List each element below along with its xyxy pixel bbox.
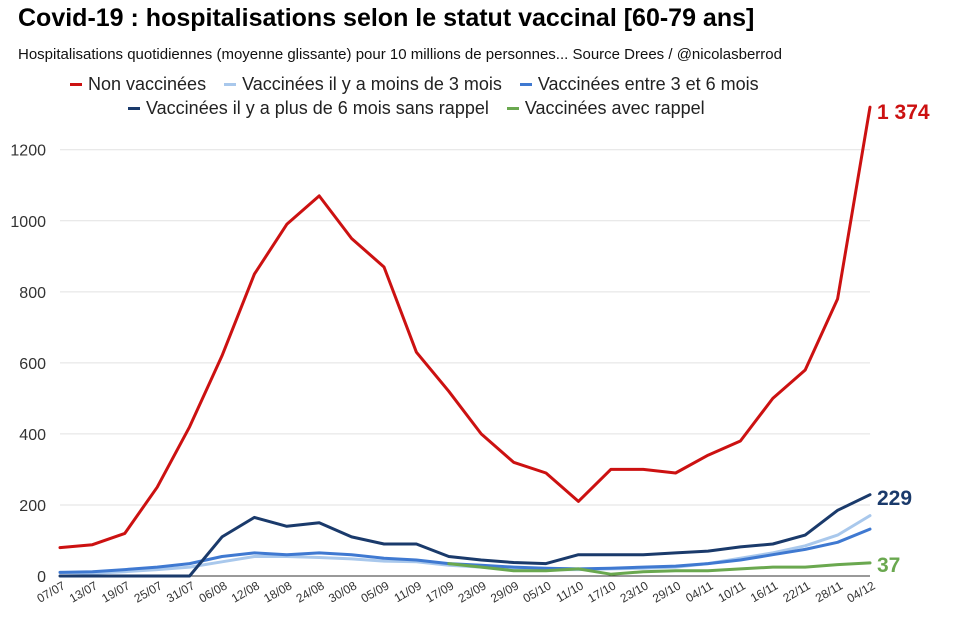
legend-item-3-6-mois: Vaccinées entre 3 et 6 mois [519,74,759,95]
x-tick-label: 23/09 [456,578,489,605]
legend-row-2: Vaccinées il y a plus de 6 mois sans rap… [128,98,705,119]
y-tick-label: 400 [19,427,46,444]
x-tick-label: 24/08 [294,578,327,605]
x-tick-label: 11/10 [554,578,587,605]
y-tick-label: 200 [19,498,46,515]
x-tick-label: 17/09 [423,578,456,605]
y-tick-label: 1200 [10,143,46,160]
x-tick-label: 16/11 [748,578,781,605]
legend-label: Non vaccinées [88,74,207,94]
legend-swatch-icon [70,83,82,86]
x-tick-label: 04/12 [844,578,877,605]
series-line [447,561,872,576]
end-label-rappel: 37 [877,554,900,577]
legend-swatch-icon [519,83,532,86]
x-tick-label: 29/10 [650,578,683,605]
end-label-plus-6-mois: 229 [877,487,912,510]
x-tick-label: 05/09 [358,578,391,605]
x-tick-label: 11/09 [392,578,425,605]
x-tick-label: 30/08 [326,578,359,605]
legend-item-rappel: Vaccinées avec rappel [506,98,705,119]
legend-label: Vaccinées il y a moins de 3 mois [242,74,502,94]
series-line [58,105,872,550]
chart-subtitle: Hospitalisations quotidiennes (moyenne g… [18,46,782,63]
series-lines [58,105,872,578]
legend-swatch-icon [506,107,519,110]
x-tick-label: 28/11 [813,578,846,605]
x-tick-label: 06/08 [196,578,229,605]
legend-swatch-icon [128,107,140,110]
x-tick-label: 31/07 [164,578,197,605]
legend-item-non-vaccinees: Non vaccinées [70,74,206,95]
x-tick-label: 19/07 [99,578,132,605]
legend-item-plus-6-mois: Vaccinées il y a plus de 6 mois sans rap… [128,98,489,119]
x-tick-label: 18/08 [261,578,294,605]
chart-title: Covid-19 : hospitalisations selon le sta… [18,4,755,32]
y-tick-label: 0 [37,569,46,586]
y-tick-label: 600 [19,356,46,373]
grid [60,149,870,577]
series-line [58,493,872,578]
x-axis: 07/07 13/07 19/07 25/07 31/07 06/08 12/08 18/08… [34,578,877,605]
x-tick-label: 23/10 [618,578,651,605]
x-tick-label: 17/10 [585,578,618,605]
y-tick-label: 1000 [10,214,46,231]
x-tick-label: 10/11 [716,578,749,605]
end-label-non-vaccinees: 1 374 [877,101,930,124]
y-tick-label: 800 [19,285,46,302]
y-axis: 0 200 400 600 800 1000 1200 [10,143,46,586]
legend-swatch-icon [224,83,237,86]
legend-item-moins-3-mois: Vaccinées il y a moins de 3 mois [224,74,502,95]
x-tick-label: 04/11 [683,578,716,605]
x-tick-label: 29/09 [488,578,521,605]
x-tick-label: 05/10 [520,578,553,605]
legend-row-1: Non vaccinées Vaccinées il y a moins de … [70,74,759,95]
legend-label: Vaccinées il y a plus de 6 mois sans rap… [146,98,489,118]
legend-label: Vaccinées avec rappel [524,98,705,118]
legend-label: Vaccinées entre 3 et 6 mois [537,74,759,94]
x-tick-label: 25/07 [132,578,165,605]
x-tick-label: 12/08 [229,578,262,605]
x-tick-label: 13/07 [67,578,100,605]
x-tick-label: 22/11 [780,578,813,605]
